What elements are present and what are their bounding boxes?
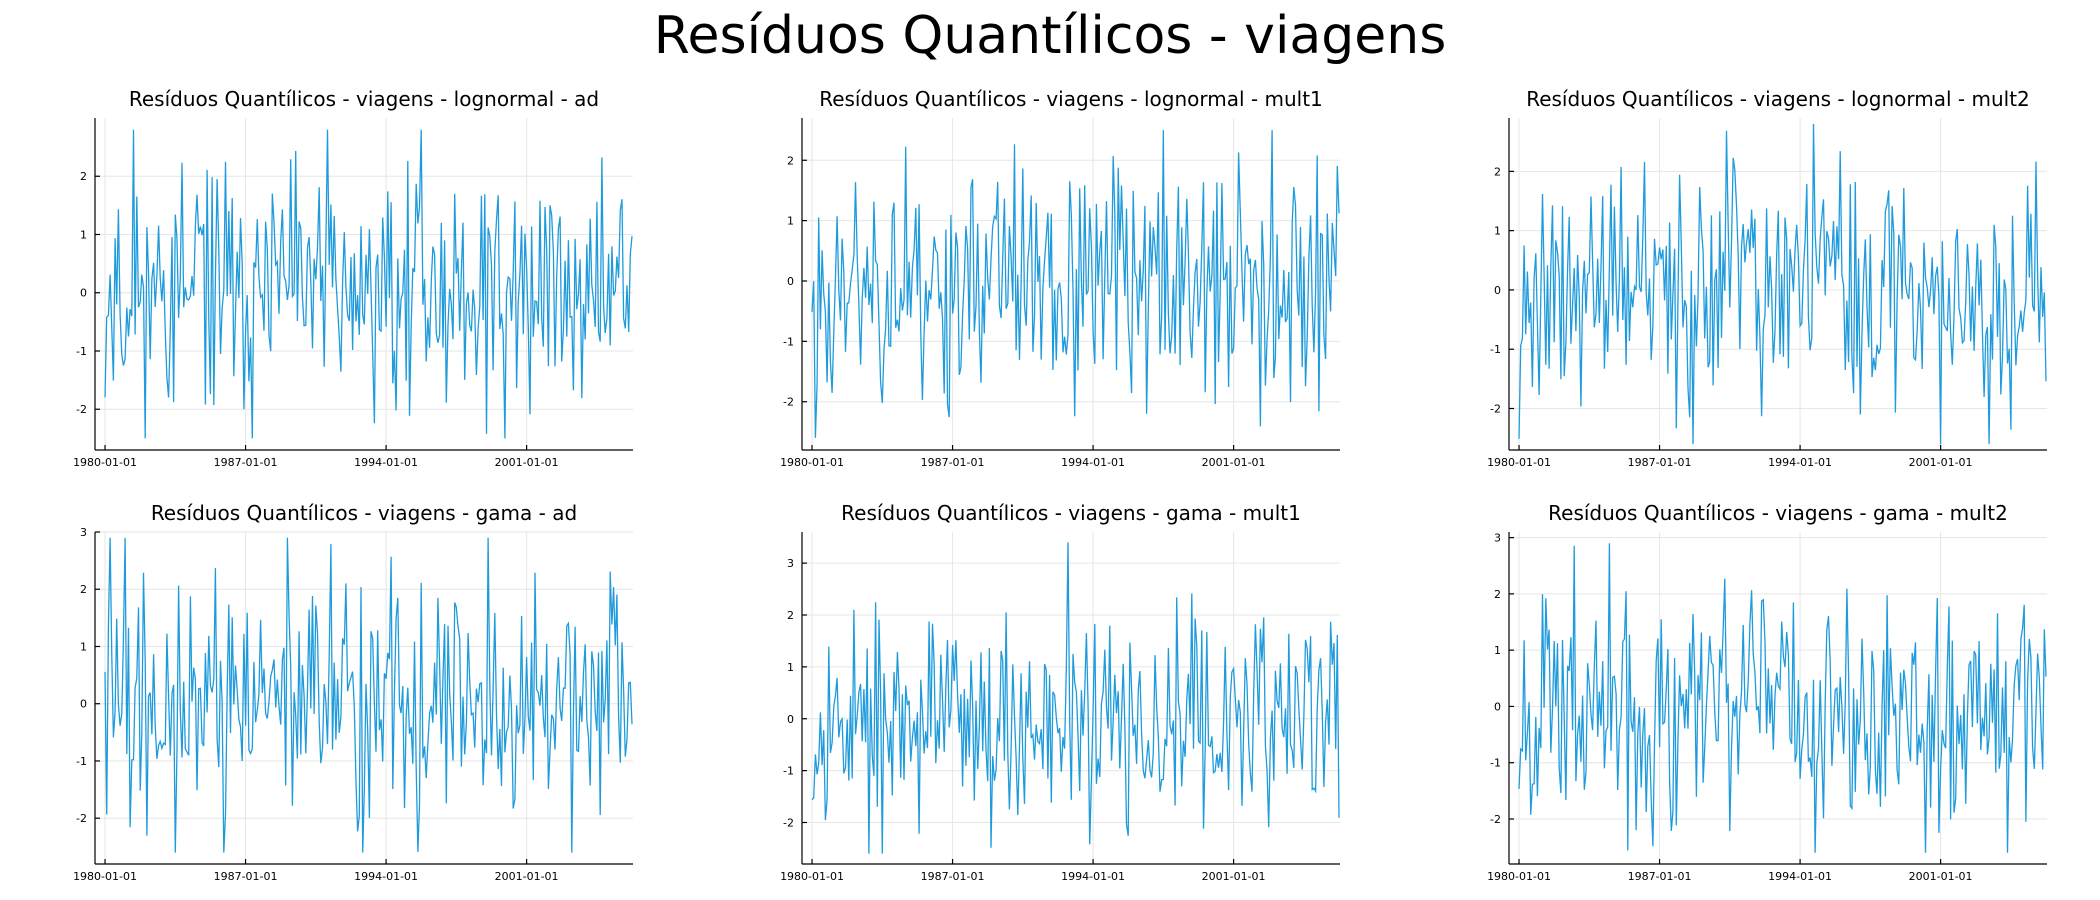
y-tick-label: 1 [80, 228, 87, 241]
y-tick-label: 0 [80, 698, 87, 711]
y-tick-label: 3 [787, 557, 794, 570]
residual-series-line [104, 537, 633, 853]
x-tick-label: 1987-01-01 [921, 870, 985, 883]
y-tick-label: -1 [1490, 757, 1501, 770]
subplot-title: Resíduos Quantílicos - viagens - lognorm… [129, 87, 599, 111]
subplot-5: Resíduos Quantílicos - viagens - gama - … [780, 501, 1340, 883]
y-tick-label: -1 [783, 765, 794, 778]
subplot-title: Resíduos Quantílicos - viagens - gama - … [151, 501, 577, 525]
x-tick-label: 2001-01-01 [495, 456, 559, 469]
y-tick-label: 2 [1494, 165, 1501, 178]
residual-series-line [1518, 123, 2047, 445]
y-tick-label: -1 [1490, 343, 1501, 356]
subplot-title: Resíduos Quantílicos - viagens - lognorm… [819, 87, 1323, 111]
residual-series-line [1518, 543, 2047, 853]
x-tick-label: 1980-01-01 [780, 456, 844, 469]
y-tick-label: 2 [80, 170, 87, 183]
y-tick-label: -2 [1490, 403, 1501, 416]
x-tick-label: 1994-01-01 [1061, 456, 1125, 469]
x-tick-label: 2001-01-01 [495, 870, 559, 883]
y-tick-label: 3 [1494, 532, 1501, 545]
subplot-title: Resíduos Quantílicos - viagens - gama - … [1548, 501, 2008, 525]
y-tick-label: -2 [76, 403, 87, 416]
y-tick-label: -1 [76, 345, 87, 358]
x-tick-label: 2001-01-01 [1202, 456, 1266, 469]
y-tick-label: -1 [783, 335, 794, 348]
subplot-4: Resíduos Quantílicos - viagens - gama - … [73, 501, 633, 883]
y-tick-label: 1 [80, 640, 87, 653]
y-tick-label: 2 [1494, 588, 1501, 601]
x-tick-label: 1980-01-01 [73, 870, 137, 883]
residual-series-line [104, 129, 633, 439]
y-tick-label: 0 [80, 287, 87, 300]
y-tick-label: -1 [76, 755, 87, 768]
x-tick-label: 1980-01-01 [73, 456, 137, 469]
x-tick-label: 1994-01-01 [354, 870, 418, 883]
y-tick-label: 3 [80, 526, 87, 539]
x-tick-label: 1994-01-01 [1061, 870, 1125, 883]
y-tick-label: -2 [76, 812, 87, 825]
y-tick-label: 0 [787, 713, 794, 726]
residual-series-line [811, 542, 1340, 854]
y-tick-label: 1 [1494, 644, 1501, 657]
residual-series-line [811, 130, 1340, 438]
x-tick-label: 1994-01-01 [1768, 456, 1832, 469]
y-tick-label: 1 [1494, 225, 1501, 238]
subplot-6: Resíduos Quantílicos - viagens - gama - … [1487, 501, 2047, 883]
subplot-title: Resíduos Quantílicos - viagens - lognorm… [1526, 87, 2030, 111]
y-tick-label: 0 [1494, 700, 1501, 713]
x-tick-label: 1980-01-01 [780, 870, 844, 883]
y-tick-label: -2 [783, 817, 794, 830]
x-tick-label: 1987-01-01 [1628, 456, 1692, 469]
subplot-title: Resíduos Quantílicos - viagens - gama - … [841, 501, 1301, 525]
x-tick-label: 1980-01-01 [1487, 870, 1551, 883]
y-tick-label: 0 [1494, 284, 1501, 297]
figure-title: Resíduos Quantílicos - viagens [653, 6, 1447, 66]
y-tick-label: -2 [783, 396, 794, 409]
subplot-1: Resíduos Quantílicos - viagens - lognorm… [73, 87, 633, 469]
subplot-2: Resíduos Quantílicos - viagens - lognorm… [780, 87, 1340, 469]
y-tick-label: 1 [787, 215, 794, 228]
x-tick-label: 1987-01-01 [921, 456, 985, 469]
x-tick-label: 2001-01-01 [1909, 456, 1973, 469]
y-tick-label: 2 [80, 583, 87, 596]
x-tick-label: 1994-01-01 [1768, 870, 1832, 883]
x-tick-label: 1987-01-01 [214, 456, 278, 469]
x-tick-label: 2001-01-01 [1202, 870, 1266, 883]
y-tick-label: 1 [787, 661, 794, 674]
y-tick-label: 0 [787, 275, 794, 288]
x-tick-label: 1987-01-01 [1628, 870, 1692, 883]
y-tick-label: 2 [787, 154, 794, 167]
x-tick-label: 1980-01-01 [1487, 456, 1551, 469]
y-tick-label: 2 [787, 609, 794, 622]
y-tick-label: -2 [1490, 813, 1501, 826]
x-tick-label: 2001-01-01 [1909, 870, 1973, 883]
subplot-3: Resíduos Quantílicos - viagens - lognorm… [1487, 87, 2047, 469]
x-tick-label: 1987-01-01 [214, 870, 278, 883]
x-tick-label: 1994-01-01 [354, 456, 418, 469]
